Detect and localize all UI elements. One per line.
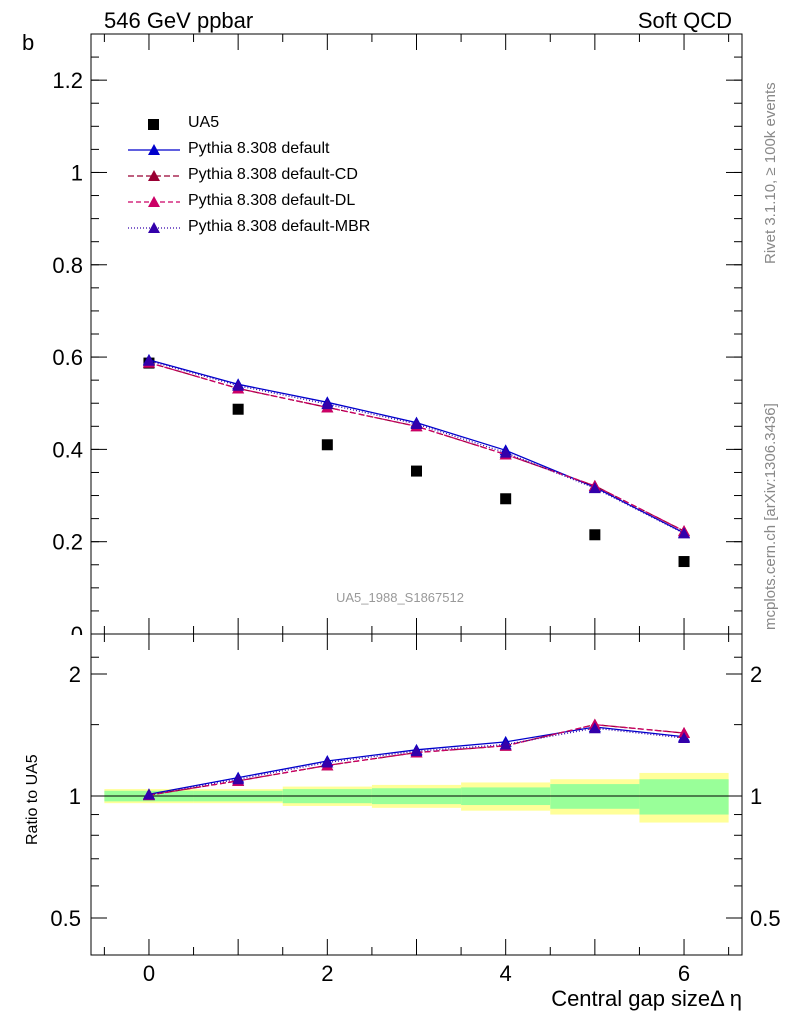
- ratio-point-3: [588, 722, 601, 734]
- legend-label-default: Pythia 8.308 default: [188, 140, 330, 157]
- series-point-3: [499, 446, 512, 458]
- series-point-3: [678, 527, 691, 539]
- ratio-band-inner: [639, 779, 729, 815]
- legend-marker-3: [148, 222, 160, 233]
- legend-marker-2: [148, 196, 160, 207]
- y-tick-label: 0.4: [52, 437, 83, 462]
- series-line-1: [148, 361, 685, 532]
- series-line-2: [148, 361, 685, 532]
- ratio-point-3: [410, 745, 423, 757]
- legend-label-dl: Pythia 8.308 default-DL: [188, 192, 356, 209]
- header-left: 546 GeV ppbar: [104, 8, 254, 33]
- series-point-3: [410, 418, 423, 429]
- header-right: Soft QCD: [637, 8, 732, 33]
- series-point-3: [142, 354, 155, 366]
- legend-item-dl: Pythia 8.308 default-DL: [122, 190, 442, 216]
- data-point-ua5: [500, 493, 512, 505]
- y-tick-label: 1: [71, 160, 83, 185]
- legend-marker-0: [148, 144, 160, 155]
- y-tick-label: 0.2: [52, 530, 83, 555]
- data-point-ua5: [589, 529, 601, 541]
- x-axis-label: Central gap sizeΔ η: [551, 986, 742, 1011]
- ratio-point-3: [499, 738, 512, 750]
- ratio-y-tick-label-right: 0.5: [750, 906, 781, 931]
- x-tick-label: 4: [500, 961, 512, 986]
- ratio-point-3: [232, 773, 245, 785]
- series-point-3: [321, 398, 334, 410]
- x-tick-label: 2: [321, 961, 333, 986]
- x-tick-label: 0: [143, 961, 155, 986]
- legend-label-cd: Pythia 8.308 default-CD: [188, 166, 358, 183]
- legend-item-mbr: Pythia 8.308 default-MBR: [122, 216, 442, 242]
- y-tick-label: 1.2: [52, 68, 83, 93]
- data-point-ua5: [232, 403, 244, 415]
- ratio-y-tick-label: 2: [69, 662, 81, 687]
- ratio-y-tick-label-right: 1: [750, 784, 762, 809]
- rivet-label: Rivet 3.1.10, ≥ 100k events: [762, 82, 779, 264]
- data-point-ua5: [678, 556, 690, 568]
- legend-label-mbr: Pythia 8.308 default-MBR: [188, 218, 371, 235]
- ratio-point-3: [321, 756, 334, 768]
- ratio-y-tick-label-right: 2: [750, 662, 762, 687]
- ratio-point-3: [142, 788, 155, 800]
- y-tick-label: 0.8: [52, 253, 83, 278]
- legend-marker-1: [148, 170, 160, 181]
- watermark: UA5_1988_S1867512: [336, 590, 464, 605]
- legend-item-default: Pythia 8.308 default: [122, 138, 442, 164]
- y-axis-label: b: [22, 30, 35, 55]
- legend-marker-data: [148, 119, 159, 130]
- legend-item-cd: Pythia 8.308 default-CD: [122, 164, 442, 190]
- ratio-y-tick-label: 0.5: [50, 906, 81, 931]
- data-point-ua5: [411, 465, 422, 477]
- data-point-ua5: [321, 439, 333, 451]
- series-point-3: [232, 379, 245, 391]
- y-tick-label: 0.6: [52, 345, 83, 370]
- ratio-point-3: [678, 732, 691, 744]
- series-line-3: [148, 360, 685, 534]
- ratio-y-tick-label: 1: [69, 784, 81, 809]
- legend-item-data: UA5: [122, 112, 422, 138]
- ratio-y-axis-label: Ratio to UA5: [24, 754, 41, 845]
- series-point-3: [588, 482, 601, 494]
- mcplots-label: mcplots.cern.ch [arXiv:1306.3436]: [762, 403, 779, 630]
- x-tick-label: 6: [678, 961, 690, 986]
- zero-mask: [60, 635, 90, 649]
- legend-label-data: UA5: [188, 114, 220, 131]
